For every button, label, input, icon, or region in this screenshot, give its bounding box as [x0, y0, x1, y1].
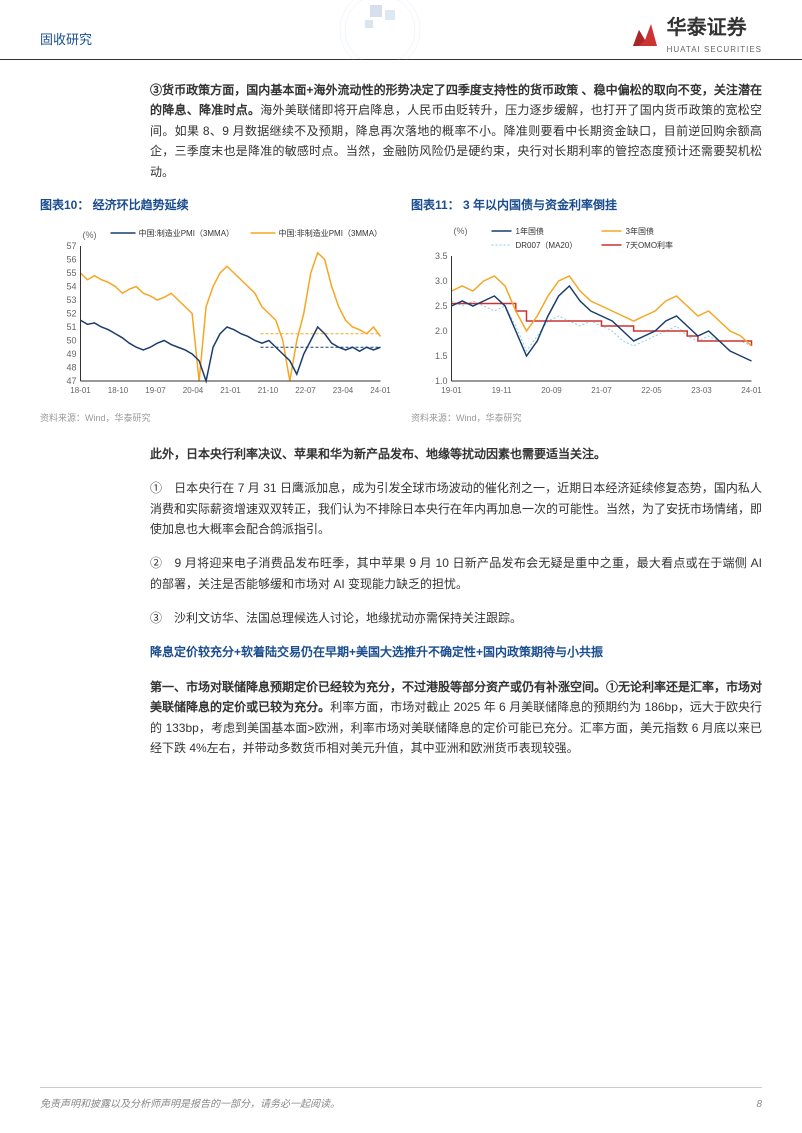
chart10-title: 图表10： 经济环比趋势延续 [40, 196, 391, 215]
chart11-title: 图表11： 3 年以内国债与资金利率倒挂 [411, 196, 762, 215]
paragraph-1: ③货币政策方面，国内基本面+海外流动性的形势决定了四季度支持性的货币政策 、稳中… [150, 80, 762, 182]
svg-text:24-01: 24-01 [741, 386, 762, 395]
logo-company-en: HUATAI SECURITIES [667, 44, 762, 57]
svg-text:21-07: 21-07 [591, 386, 612, 395]
svg-text:57: 57 [66, 241, 76, 251]
svg-text:18-01: 18-01 [70, 386, 91, 395]
svg-text:21-01: 21-01 [220, 386, 241, 395]
svg-text:19-07: 19-07 [145, 386, 166, 395]
svg-text:3.0: 3.0 [435, 276, 448, 286]
svg-text:20-09: 20-09 [541, 386, 562, 395]
svg-text:23-04: 23-04 [333, 386, 354, 395]
footer-divider [40, 1087, 762, 1088]
svg-text:(%): (%) [454, 226, 468, 236]
para2-num2: ② 9 月将迎来电子消费品发布旺季，其中苹果 9 月 10 日新产品发布会无疑是… [150, 553, 762, 594]
svg-text:56: 56 [66, 255, 76, 265]
para2-intro: 此外，日本央行利率决议、苹果和华为新产品发布、地缘等扰动因素也需要适当关注。 [150, 444, 762, 464]
header-decoration [280, 0, 480, 60]
svg-text:19-11: 19-11 [492, 386, 512, 395]
svg-text:47: 47 [66, 376, 76, 386]
section-title: 降息定价较充分+软着陆交易仍在早期+美国大选推升不确定性+国内政策期待与小共振 [150, 642, 762, 662]
svg-text:23-03: 23-03 [691, 386, 712, 395]
svg-text:53: 53 [66, 295, 76, 305]
page-footer: 免责声明和披露以及分析师声明是报告的一部分，请务必一起阅读。 8 [0, 1097, 802, 1113]
main-content-2: 此外，日本央行利率决议、苹果和华为新产品发布、地缘等扰动因素也需要适当关注。 ①… [0, 434, 802, 759]
logo-company-name: 华泰证券 [667, 12, 762, 44]
chart11-svg: 1.0 1.5 2.0 2.5 3.0 3.5 19-01 19-11 20-09 21-07 22… [411, 221, 762, 401]
charts-row: 图表10： 经济环比趋势延续 47 48 49 50 51 52 53 54 55 56 57 18-… [0, 196, 802, 426]
header-category: 固收研究 [40, 30, 92, 51]
company-logo: 华泰证券 HUATAI SECURITIES [629, 12, 762, 57]
svg-text:2.5: 2.5 [435, 301, 448, 311]
logo-icon [629, 18, 661, 50]
svg-text:中国:制造业PMI（3MMA）: 中国:制造业PMI（3MMA） [139, 228, 235, 238]
para2-bold: 此外，日本央行利率决议、苹果和华为新产品发布、地缘等扰动因素也需要适当关注。 [150, 447, 606, 461]
svg-text:1.0: 1.0 [435, 376, 448, 386]
chart10-source: 资料来源：Wind，华泰研究 [40, 411, 391, 425]
svg-text:3.5: 3.5 [435, 251, 448, 261]
svg-text:18-10: 18-10 [108, 386, 129, 395]
svg-text:1.5: 1.5 [435, 351, 448, 361]
svg-text:20-04: 20-04 [183, 386, 204, 395]
svg-text:52: 52 [66, 309, 76, 319]
svg-text:50: 50 [66, 336, 76, 346]
svg-text:1年国债: 1年国债 [516, 226, 544, 236]
svg-text:48: 48 [66, 363, 76, 373]
chart-10: 图表10： 经济环比趋势延续 47 48 49 50 51 52 53 54 55 56 57 18-… [40, 196, 391, 426]
svg-text:22-07: 22-07 [295, 386, 316, 395]
svg-text:3年国债: 3年国债 [626, 226, 654, 236]
svg-text:DR007（MA20）: DR007（MA20） [516, 241, 578, 250]
svg-text:2.0: 2.0 [435, 326, 448, 336]
svg-text:51: 51 [66, 322, 76, 332]
footer-disclaimer: 免责声明和披露以及分析师声明是报告的一部分，请务必一起阅读。 [40, 1097, 340, 1113]
svg-text:24-01: 24-01 [370, 386, 391, 395]
page-header: 固收研究 华泰证券 HUATAI SECURITIES [0, 0, 802, 60]
svg-text:22-05: 22-05 [641, 386, 662, 395]
chart-11: 图表11： 3 年以内国债与资金利率倒挂 1.01.52.02.53.03.51… [411, 196, 762, 426]
svg-text:中国:非制造业PMI（3MMA）: 中国:非制造业PMI（3MMA） [279, 228, 383, 238]
chart11-source: 资料来源：Wind，华泰研究 [411, 411, 762, 425]
svg-text:(%): (%) [83, 230, 97, 240]
svg-text:55: 55 [66, 268, 76, 278]
para2-num1: ① 日本央行在 7 月 31 日鹰派加息，成为引发全球市场波动的催化剂之一，近期… [150, 478, 762, 539]
chart10-svg: 47 48 49 50 51 52 53 54 55 56 57 18-01 18-10 19-07 20-… [40, 221, 391, 401]
main-content: ③货币政策方面，国内基本面+海外流动性的形势决定了四季度支持性的货币政策 、稳中… [0, 60, 802, 182]
paragraph-3: 第一、市场对联储降息预期定价已经较为充分，不过港股等部分资产或仍有补涨空间。①无… [150, 677, 762, 759]
svg-text:21-10: 21-10 [258, 386, 279, 395]
para2-num3: ③ 沙利文访华、法国总理候选人讨论，地缘扰动亦需保持关注跟踪。 [150, 608, 762, 628]
footer-page-number: 8 [756, 1097, 762, 1113]
svg-text:49: 49 [66, 349, 76, 359]
svg-text:19-01: 19-01 [441, 386, 462, 395]
svg-text:54: 54 [66, 282, 76, 292]
svg-text:7天OMO利率: 7天OMO利率 [626, 240, 674, 250]
